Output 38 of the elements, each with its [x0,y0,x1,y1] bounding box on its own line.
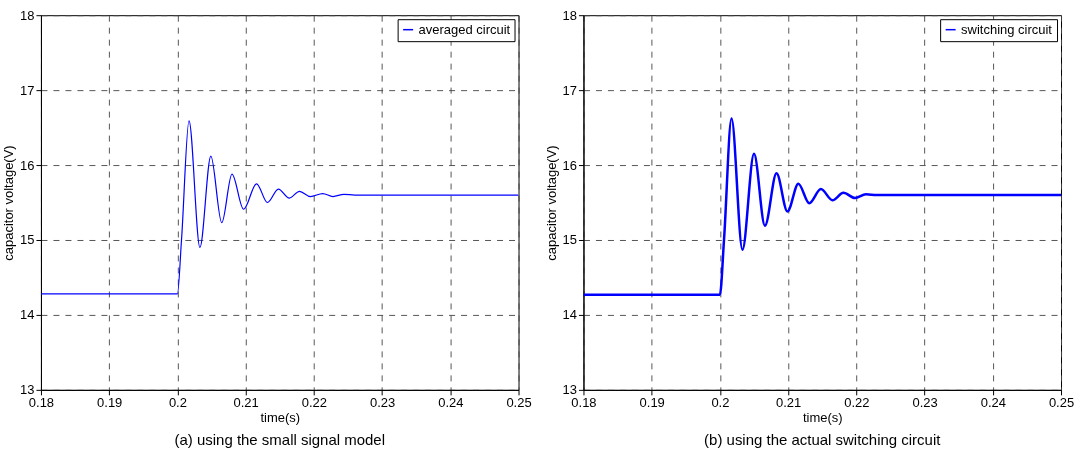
x-tick-label: 0.24 [980,395,1006,411]
y-tick-label: 16 [562,157,577,173]
y-tick-label: 16 [20,157,35,173]
x-tick-label: 0.18 [28,395,55,411]
x-tick-label: 0.18 [571,395,597,411]
text: (b) using the actual switching circuit [704,430,942,448]
y-tick-label: 18 [20,7,35,23]
y-tick-label: 18 [562,7,577,23]
x-tick-label: 0.22 [844,395,870,411]
x-axis-title: time(s) [260,410,301,426]
legend-label: switching circuit [961,21,1053,37]
x-tick-label: 0.19 [639,395,665,411]
x-axis-title: time(s) [802,410,843,426]
y-tick-label: 14 [562,307,577,323]
y-tick-label: 15 [562,232,577,248]
y-axis-title: capacitor voltage(V) [543,145,559,261]
line-series [583,117,1062,296]
x-tick-label: 0.2 [711,395,730,411]
text: (a) using the small signal model [174,430,385,448]
x-tick-label: 0.25 [506,395,532,411]
x-tick-label: 0.23 [369,395,396,411]
x-tick-label: 0.21 [776,395,802,411]
y-tick-label: 13 [562,382,577,398]
x-tick-label: 0.19 [97,395,123,411]
legend-label: averaged circuit [418,21,511,37]
x-tick-label: 0.2 [168,395,187,411]
y-tick-label: 14 [20,307,35,323]
y-tick-label: 13 [20,382,35,398]
y-tick-label: 17 [20,82,35,98]
x-tick-label: 0.23 [912,395,938,411]
x-tick-label: 0.22 [301,395,327,411]
x-tick-label: 0.24 [438,395,464,411]
y-tick-label: 17 [562,82,577,98]
x-tick-label: 0.25 [1048,395,1075,411]
x-tick-label: 0.21 [233,395,259,411]
y-axis-title: capacitor voltage(V) [1,145,17,261]
y-tick-label: 15 [20,232,35,248]
line-series [40,120,519,295]
